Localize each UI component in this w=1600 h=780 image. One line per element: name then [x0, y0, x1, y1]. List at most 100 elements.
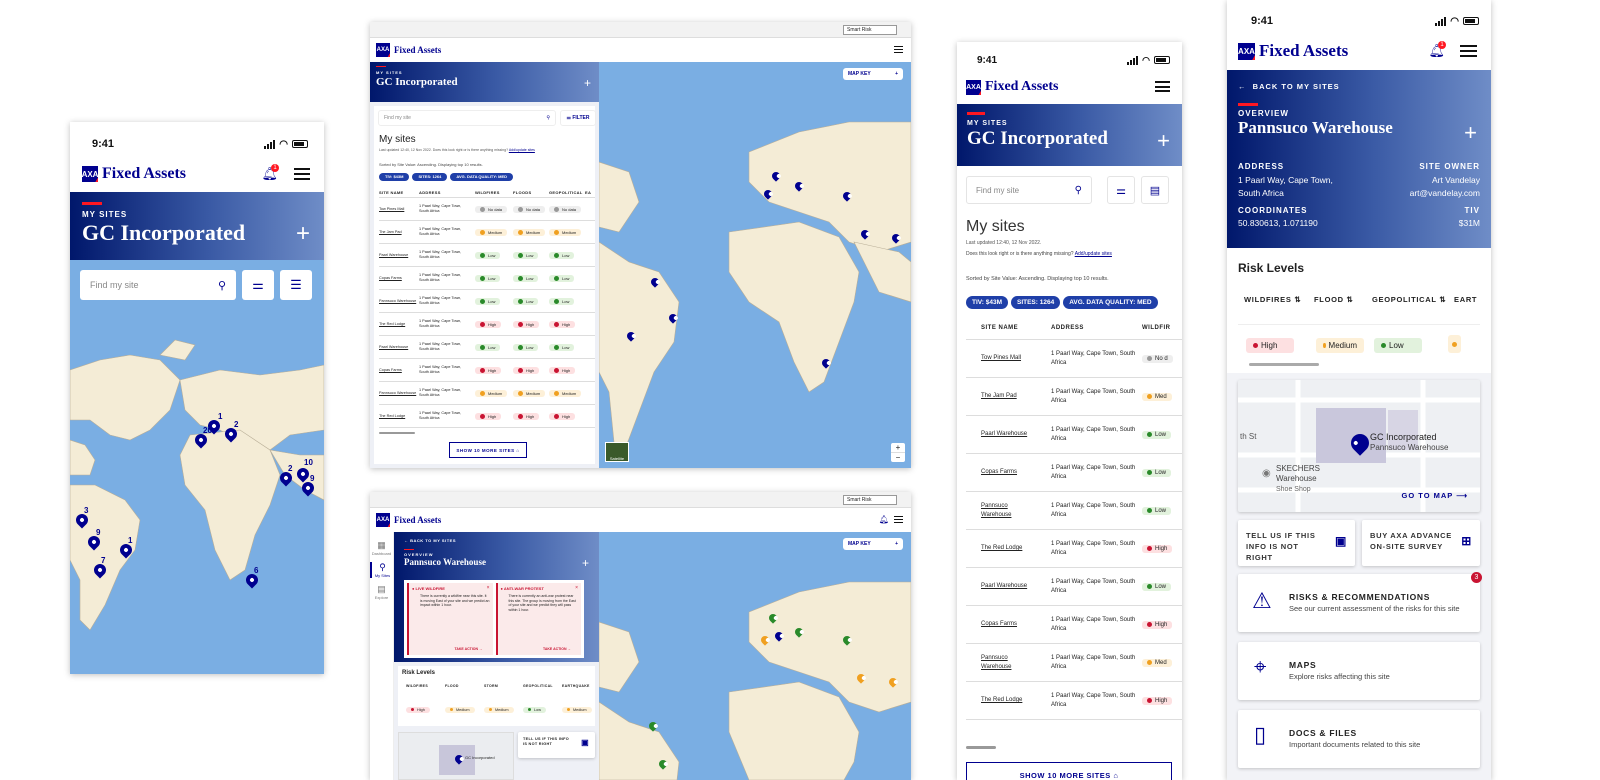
risk-header[interactable]: GEOPOLITICAL [523, 684, 553, 688]
add-update-link[interactable]: Add/update sites [508, 148, 535, 152]
take-action-link[interactable]: TAKE ACTION → [542, 647, 571, 651]
table-scrollbar[interactable] [379, 432, 415, 434]
mini-map[interactable]: GC Incorporated [398, 732, 514, 780]
site-name-link[interactable]: Pannsuco Warehouse [379, 299, 417, 303]
world-map[interactable]: MAP KEY + Satellite + − [599, 62, 911, 468]
table-row[interactable]: Tow Pines Mall 1 Paarl Way, Cape Town, So… [379, 198, 595, 221]
risk-header[interactable]: GEOPOLITICAL ⇅ [1366, 295, 1448, 304]
site-name-link[interactable]: Pannsuco Warehouse [981, 654, 1012, 670]
risk-scrollbar[interactable] [1249, 363, 1319, 366]
col-address[interactable]: ADDRESS [419, 190, 441, 195]
world-map[interactable]: MAP KEY + [599, 532, 911, 780]
table-row[interactable]: The Jam Pad 1 Paarl Way, Cape Town, South… [966, 378, 1182, 416]
close-icon[interactable]: × [486, 585, 490, 591]
table-row[interactable]: Paarl Warehouse 1 Paarl Way, Cape Town, S… [379, 244, 595, 267]
search-input[interactable]: Find my site ⚲ [378, 110, 556, 126]
site-name-link[interactable]: Pannsuco Warehouse [379, 391, 417, 395]
table-row[interactable]: Copas Farms 1 Paarl Way, Cape Town, South… [379, 359, 595, 382]
site-name-link[interactable]: The Red Lodge [981, 697, 1023, 703]
risk-select[interactable]: Smart Risk [843, 495, 897, 505]
map-key-button[interactable]: MAP KEY + [843, 538, 903, 550]
add-update-link[interactable]: Add/update sites [1074, 251, 1112, 257]
buy-survey-button[interactable]: BUY AXA ADVANCE ON-SITE SURVEY ⊞ [1362, 520, 1480, 566]
risk-header[interactable]: EARTHQUAKE [562, 684, 590, 688]
add-button[interactable]: + [581, 556, 589, 570]
site-name-link[interactable]: Paarl Warehouse [379, 345, 409, 349]
site-name-link[interactable]: Paarl Warehouse [981, 583, 1028, 589]
alert-card-protest[interactable]: ● ANTI-WAR PROTEST × There is currently … [495, 583, 581, 655]
zoom-out-button[interactable]: − [895, 453, 901, 462]
satellite-toggle[interactable]: Satellite [605, 442, 629, 462]
col-address[interactable]: ADDRESS [1051, 324, 1084, 331]
col-floods[interactable]: FLOODS [513, 190, 532, 195]
maps-card[interactable]: ⌖ MAPS Explore risks affecting this site [1238, 642, 1480, 700]
site-name-link[interactable]: The Jam Pad [981, 393, 1017, 399]
table-row[interactable]: Paarl Warehouse 1 Paarl Way, Cape Town, S… [966, 416, 1182, 454]
go-to-map-link[interactable]: GO TO MAP ⟶ [1401, 491, 1468, 500]
table-row[interactable]: The Red Lodge 1 Paarl Way, Cape Town, Sou… [966, 682, 1182, 720]
back-link[interactable]: ← BACK TO MY SITES [1238, 82, 1340, 91]
menu-icon[interactable] [1460, 45, 1477, 57]
table-row[interactable]: The Red Lodge 1 Paarl Way, Cape Town, Sou… [966, 530, 1182, 568]
search-icon[interactable]: ⚲ [217, 279, 226, 292]
table-row[interactable]: Copas Farms 1 Paarl Way, Cape Town, South… [966, 606, 1182, 644]
tell-us-button[interactable]: TELL US IF THIS INFO IS NOT RIGHT ▣ [518, 732, 595, 758]
nav-explore[interactable]: ▤ Explore [370, 584, 393, 600]
nav-dashboard[interactable]: ▦ Dashboard [370, 540, 393, 556]
nav-my-sites[interactable]: ⚲ My Sites [370, 562, 393, 578]
table-row[interactable]: The Jam Pad 1 Paarl Way, Cape Town, South… [379, 221, 595, 244]
table-row[interactable]: The Red Lodge 1 Paarl Way, Cape Town, Sou… [379, 405, 595, 428]
map-key-button[interactable]: MAP KEY + [843, 68, 903, 80]
site-name-link[interactable]: Pannsuco Warehouse [981, 502, 1012, 518]
filter-button[interactable]: ⚌ [1107, 176, 1135, 204]
world-map[interactable]: 20 1 2 2 10 9 3 9 1 7 6 Find my site ⚲ ⚌… [70, 260, 324, 674]
owner-email[interactable]: art@vandelay.com [1409, 188, 1480, 198]
alert-card-wildfire[interactable]: ● LIVE WILDFIRE × There is currently a w… [407, 583, 493, 655]
col-earthquake[interactable]: EA [585, 190, 592, 195]
site-name-link[interactable]: Tow Pines Mall [981, 355, 1022, 361]
site-mini-map[interactable]: GC Incorporated Pannsuco Warehouse SKECH… [1238, 380, 1480, 512]
show-more-button[interactable]: SHOW 10 MORE SITES ⌂ [966, 762, 1172, 780]
table-row[interactable]: Pannsuco Warehouse 1 Paarl Way, Cape Town… [379, 382, 595, 405]
site-name-link[interactable]: Copas Farms [981, 621, 1018, 627]
search-icon[interactable]: ⚲ [1074, 184, 1082, 196]
menu-icon[interactable] [894, 516, 903, 523]
site-name-link[interactable]: Paarl Warehouse [379, 253, 409, 257]
risk-header[interactable]: WILDFIRES [406, 684, 428, 688]
add-button[interactable]: + [1464, 120, 1477, 145]
close-icon[interactable]: × [575, 585, 578, 591]
filter-button[interactable]: ⚌ [242, 270, 274, 300]
table-row[interactable]: Paarl Warehouse 1 Paarl Way, Cape Town, S… [379, 336, 595, 359]
table-row[interactable]: Tow Pines Mall 1 Paarl Way, Cape Town, So… [966, 340, 1182, 378]
table-row[interactable]: Pannsuco Warehouse 1 Paarl Way, Cape Town… [966, 644, 1182, 682]
filter-button[interactable]: ⚌ FILTER [560, 110, 596, 126]
site-name-link[interactable]: Copas Farms [379, 276, 402, 280]
risk-header[interactable]: FLOOD [445, 684, 459, 688]
take-action-link[interactable]: TAKE ACTION → [454, 647, 483, 651]
col-site-name[interactable]: SITE NAME [379, 190, 404, 195]
tell-us-button[interactable]: TELL US IF THIS INFO IS NOT RIGHT ▣ [1238, 520, 1355, 566]
search-input[interactable]: Find my site ⚲ [80, 270, 236, 300]
map-view-button[interactable]: ▤ [1141, 176, 1169, 204]
site-name-link[interactable]: The Jam Pad [379, 230, 402, 234]
site-name-link[interactable]: The Red Lodge [379, 414, 406, 418]
add-site-button[interactable]: + [583, 76, 591, 90]
bell-icon[interactable]: 🔔︎ [878, 515, 889, 524]
risk-header[interactable]: WILDFIRES ⇅ [1238, 295, 1308, 304]
table-row[interactable]: Paarl Warehouse 1 Paarl Way, Cape Town, S… [966, 568, 1182, 606]
table-row[interactable]: The Red Lodge 1 Paarl Way, Cape Town, Sou… [379, 313, 595, 336]
search-input[interactable]: Find my site ⚲ [966, 176, 1092, 204]
site-name-link[interactable]: Tow Pines Mall [379, 207, 405, 211]
list-view-button[interactable]: ☰ [280, 270, 312, 300]
risk-header[interactable]: FLOOD ⇅ [1308, 295, 1366, 304]
menu-icon[interactable] [294, 168, 310, 180]
site-name-link[interactable]: Copas Farms [379, 368, 402, 372]
risks-recommendations-card[interactable]: ⚠︎ RISKS & RECOMMENDATIONS See our curre… [1238, 572, 1482, 632]
risk-header[interactable]: STORM [484, 684, 499, 688]
risk-select[interactable]: Smart Risk [843, 25, 897, 35]
col-geopolitical[interactable]: GEOPOLITICAL [549, 190, 583, 195]
docs-files-card[interactable]: ▯ DOCS & FILES Important documents relat… [1238, 710, 1480, 768]
search-icon[interactable]: ⚲ [546, 115, 550, 121]
add-site-button[interactable]: + [1157, 128, 1170, 153]
site-name-link[interactable]: The Red Lodge [379, 322, 406, 326]
